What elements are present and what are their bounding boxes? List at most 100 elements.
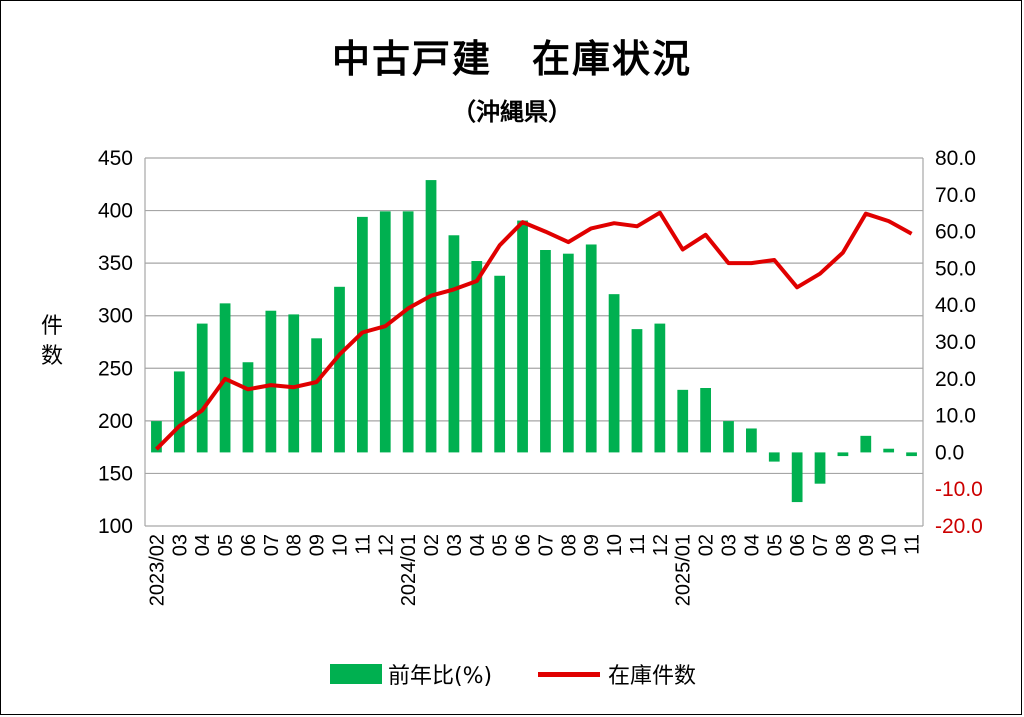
x-tick-label: 08: [833, 534, 855, 556]
x-tick-label: 06: [787, 534, 809, 556]
chart-subtitle: （沖縄県）: [452, 98, 572, 126]
bar: [608, 294, 620, 453]
bar: [334, 286, 345, 453]
x-tick-label: 04: [467, 534, 489, 556]
bar: [585, 244, 597, 453]
x-tick-label: 08: [284, 534, 306, 556]
right-tick-label: 0.0: [935, 441, 964, 464]
right-tick-label: -10.0: [935, 478, 983, 501]
x-tick-label: 09: [856, 534, 878, 556]
bar: [242, 362, 254, 453]
right-tick-label: 60.0: [935, 221, 976, 244]
bar: [906, 452, 917, 457]
x-tick-label: 12: [375, 534, 397, 556]
left-tick-label: 450: [98, 147, 133, 170]
bar: [265, 310, 277, 453]
bar: [517, 220, 528, 453]
left-tick-label: 200: [98, 410, 133, 433]
bar: [723, 421, 734, 453]
x-tick-label: 04: [192, 534, 214, 556]
bar: [677, 389, 689, 453]
legend-item-line: 在庫件数: [538, 659, 696, 689]
x-tick-label: 07: [261, 534, 283, 556]
legend-bar-swatch: [330, 664, 382, 684]
bar: [173, 371, 185, 453]
y-axis-label-text: 件数: [40, 314, 63, 369]
x-tick-label: 2023/02: [146, 534, 168, 606]
bar: [151, 421, 162, 453]
x-tick-label: 06: [238, 534, 260, 556]
bar: [562, 253, 574, 453]
bar: [768, 452, 780, 462]
bar: [654, 323, 666, 453]
x-tick-label: 09: [307, 534, 329, 556]
x-tick-label: 07: [810, 534, 832, 556]
x-tick-label: 10: [330, 534, 352, 556]
left-tick-label: 150: [98, 462, 133, 485]
bar: [631, 329, 643, 453]
left-tick-label: 300: [98, 305, 133, 328]
bar: [448, 235, 460, 453]
right-tick-label: 40.0: [935, 294, 976, 317]
legend-label-line: 在庫件数: [608, 664, 697, 689]
right-tick-labels: 80.0 70.0 60.0 50.0 40.0 30.0 20.0 10.0 0.0 -10.0…: [935, 147, 983, 538]
axes: [144, 158, 924, 526]
x-tick-label: 11: [902, 534, 924, 555]
bar: [471, 261, 483, 453]
left-tick-label: 100: [98, 515, 133, 538]
x-tick-labels: 2023/02 03 04 05 06 07 08 09 10 11 12 2024/01 02 03 04…: [146, 534, 923, 606]
x-tick-label: 02: [696, 534, 718, 556]
right-tick-label: 20.0: [935, 368, 976, 391]
bar: [700, 388, 711, 453]
right-tick-label: 50.0: [935, 257, 976, 280]
x-tick-label: 07: [535, 534, 557, 556]
x-tick-label: 08: [558, 534, 580, 556]
x-tick-label: 06: [513, 534, 535, 556]
right-tick-label: 30.0: [935, 331, 976, 354]
bar: [540, 250, 551, 453]
bar: [288, 314, 300, 453]
x-tick-label: 10: [879, 534, 901, 556]
legend-label-bar: 前年比(%): [388, 664, 493, 689]
x-tick-label: 05: [215, 534, 237, 556]
x-tick-label: 12: [650, 534, 672, 556]
x-tick-label: 09: [581, 534, 603, 556]
bar: [837, 452, 849, 457]
x-tick-label: 05: [764, 534, 786, 556]
bar: [814, 452, 826, 484]
bar: [196, 323, 208, 453]
right-tick-label: 70.0: [935, 184, 976, 207]
x-tick-label: 03: [444, 534, 466, 556]
x-tick-label: 11: [627, 534, 649, 555]
x-tick-label: 04: [741, 534, 763, 556]
line-series: [154, 210, 913, 451]
bar: [791, 452, 803, 503]
x-tick-label: 03: [169, 534, 191, 556]
x-tick-label: 02: [421, 534, 443, 556]
x-tick-label: 2024/01: [398, 534, 420, 606]
legend: 前年比(%) 在庫件数: [0, 659, 1024, 689]
bar: [311, 338, 322, 453]
left-tick-label: 250: [98, 357, 133, 380]
right-tick-label: -20.0: [935, 515, 983, 538]
x-tick-label: 10: [604, 534, 626, 556]
bar: [379, 211, 391, 453]
legend-item-bar: 前年比(%): [330, 659, 492, 689]
bar: [402, 211, 414, 453]
right-tick-label: 80.0: [935, 147, 976, 170]
x-tick-label: 03: [719, 534, 741, 556]
chart-title: 中古戸建 在庫状況: [331, 37, 692, 81]
y-axis-label: 件数: [38, 312, 66, 372]
x-tick-label: 05: [490, 534, 512, 556]
bar: [425, 180, 437, 453]
left-tick-label: 350: [98, 252, 133, 275]
line-path: [154, 210, 913, 451]
legend-line-swatch: [538, 671, 600, 677]
bar: [883, 448, 895, 453]
left-tick-labels: 450 400 350 300 250 200 150 100: [98, 147, 133, 538]
bar: [494, 275, 506, 453]
grid-lines: [145, 157, 923, 527]
bar: [860, 435, 872, 453]
